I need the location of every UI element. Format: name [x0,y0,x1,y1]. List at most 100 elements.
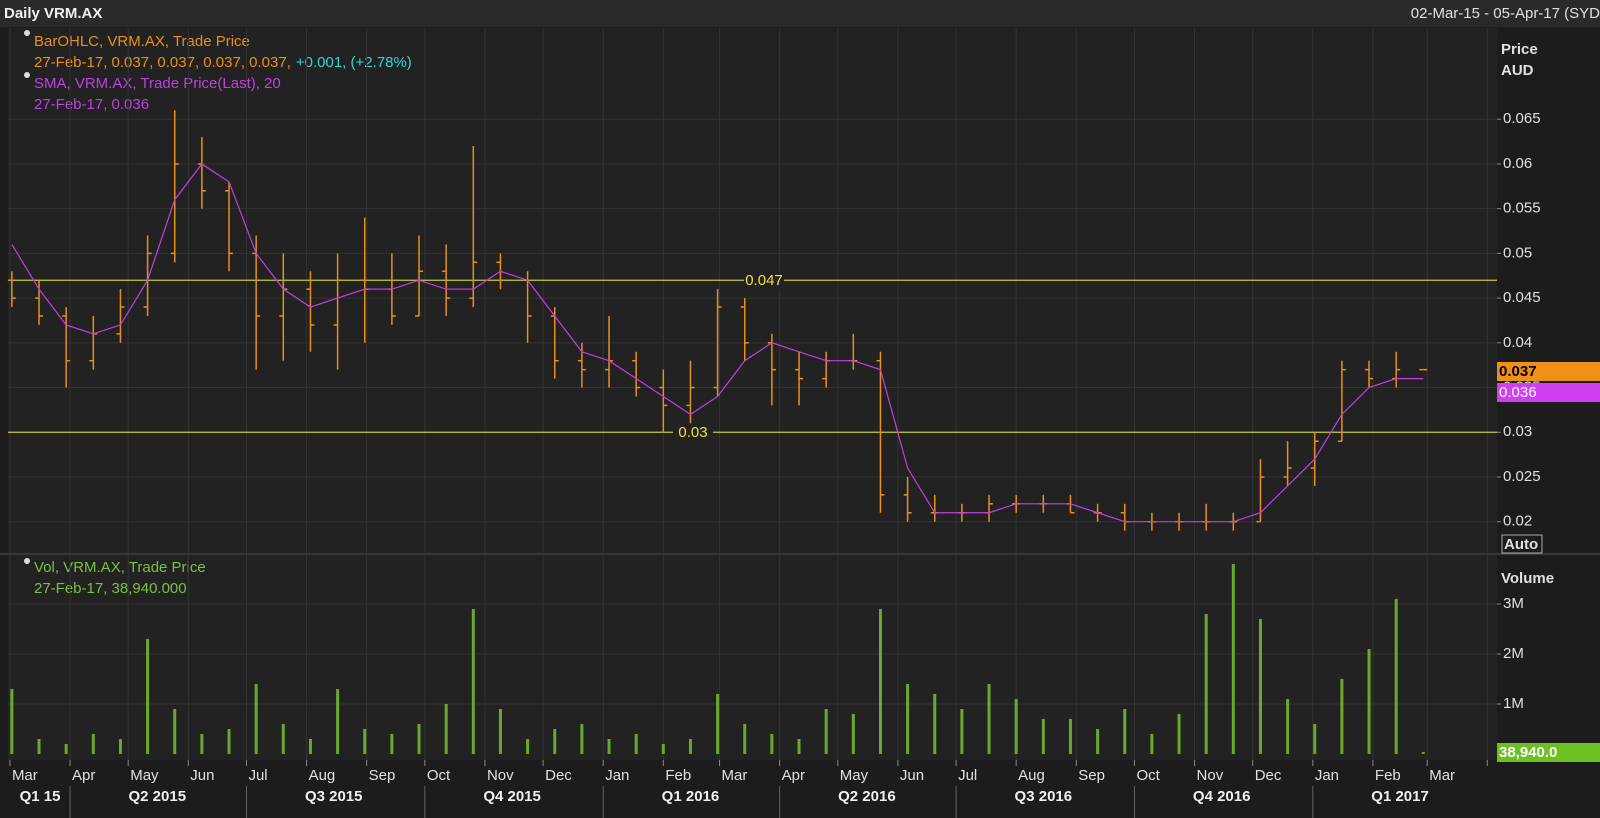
volume-bar [118,739,122,754]
volume-bar [227,729,231,754]
readout: 27-Feb-17, 0.037, 0.037, 0.037, 0.037, [34,54,291,71]
volume-bar [1421,752,1425,754]
volume-bar [634,734,638,754]
volume-bar [1068,719,1072,754]
y-tick-label: 3M [1503,595,1524,612]
y-tick-label: 0.055 [1503,200,1541,217]
volume-bar [281,724,285,754]
legend-icon [24,558,30,564]
volume-bar [308,739,312,754]
y-tick-label: 0.045 [1503,289,1541,306]
y-tick-label: 0.025 [1503,468,1541,485]
volume-bar [770,734,774,754]
y-tick-label: 2M [1503,645,1524,662]
volume-bar [1177,714,1181,754]
date-range: 02-Mar-15 - 05-Apr-17 (SYD [1411,5,1600,22]
volume-bar [64,744,68,754]
x-tick-label: Sep [1078,767,1105,784]
last-value-tag [1497,383,1600,402]
volume-bar [1258,619,1262,754]
x-tick-label: Sep [369,767,396,784]
x-tick-label: Apr [782,767,805,784]
legend-icon [24,30,30,36]
volume-bar [661,744,665,754]
last-value-label: 0.036 [1499,384,1537,401]
x-tick-label: Aug [1018,767,1045,784]
volume-bar [960,709,964,754]
legend-icon [24,72,30,78]
volume-bar [471,609,475,754]
volume-bar [498,709,502,754]
volume-bar [417,724,421,754]
x-tick-label: Aug [309,767,336,784]
x-tick-label: Jan [605,767,629,784]
y-tick-label: 0.06 [1503,155,1532,172]
volume-bar [1394,599,1398,754]
quarter-label: Q1 2017 [1371,788,1429,805]
quarter-label: Q3 2015 [305,788,363,805]
legend-entry: SMA, VRM.AX, Trade Price(Last), 20 [34,75,281,92]
legend-entry: Vol, VRM.AX, Trade Price [34,559,206,576]
volume-bar [390,734,394,754]
volume-bar [987,684,991,754]
y-tick-label: 1M [1503,695,1524,712]
volume-bar [526,739,530,754]
volume-bar [743,724,747,754]
volume-bar [716,694,720,754]
volume-bar [336,689,340,754]
volume-bar [688,739,692,754]
volume-bar [363,729,367,754]
scale-mode-button[interactable] [1501,534,1543,554]
x-tick-label: Apr [72,767,95,784]
x-tick-label: Jun [900,767,924,784]
x-tick-label: Dec [545,767,572,784]
y-tick-label: 0.02 [1503,513,1532,530]
legend-entry: BarOHLC, VRM.AX, Trade Price [34,33,250,50]
last-value-tag [1497,362,1600,381]
scale-mode[interactable]: Auto [1504,536,1538,553]
x-tick-label: Jan [1315,767,1339,784]
y-tick-label: 0.04 [1503,334,1532,351]
x-tick-label: Dec [1255,767,1282,784]
sma-line [11,163,1424,523]
x-tick-label: Mar [12,767,38,784]
x-tick-label: Jun [190,767,214,784]
quarter-label: Q3 2016 [1015,788,1073,805]
x-tick-label: Feb [1375,767,1401,784]
hline-label-bg [673,423,713,442]
y-tick-label: 0.065 [1503,110,1541,127]
volume-bar [200,734,204,754]
volume-bar [146,639,150,754]
x-tick-label: May [840,767,869,784]
quarter-label: Q4 2016 [1193,788,1251,805]
volume-bar [1340,679,1344,754]
y-tick-label: 0.05 [1503,244,1532,261]
volume-bar [173,709,177,754]
legend-readout: 27-Feb-17, 38,940.000 [34,580,187,597]
volume-pane [8,555,1497,760]
hline-label: 0.03 [678,424,707,441]
volume-bar [851,714,855,754]
chart-title: Daily VRM.AX [4,5,102,22]
volume-bar [580,724,584,754]
x-tick-label: Nov [1197,767,1224,784]
volume-bar [1286,699,1290,754]
quarter-label: Q1 2016 [662,788,720,805]
volume-bar [1204,614,1208,754]
quarter-label: Q2 2015 [129,788,187,805]
last-value-tag [1497,743,1600,762]
x-tick-label: Nov [487,767,514,784]
quarter-label: Q2 2016 [838,788,896,805]
hline-label: 0.047 [745,272,783,289]
volume-bar [37,739,41,754]
volume-bar [91,734,95,754]
x-tick-label: Oct [1136,767,1160,784]
change: +0.001, (+2.78%) [296,54,412,71]
x-tick-label: May [130,767,159,784]
last-value-label: 38,940.0 [1499,744,1557,761]
axis-title: AUD [1501,62,1534,79]
volume-bar [906,684,910,754]
volume-bar [1096,729,1100,754]
